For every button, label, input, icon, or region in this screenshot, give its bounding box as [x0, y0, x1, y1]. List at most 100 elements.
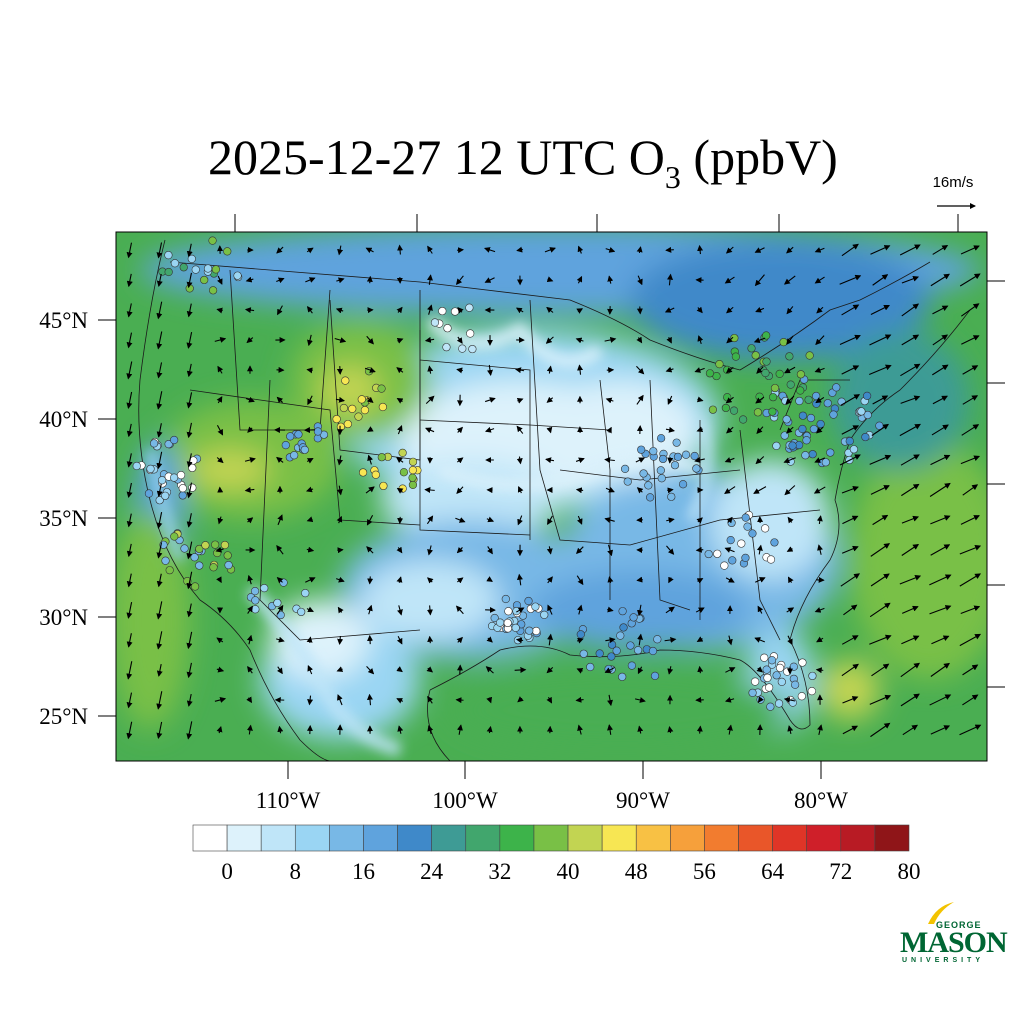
site-marker: [731, 352, 740, 361]
wind-vector: [486, 636, 493, 643]
wind-vector: [366, 396, 374, 403]
site-marker: [348, 404, 357, 413]
site-marker: [607, 640, 617, 649]
wind-vector: [336, 277, 345, 284]
wind-vector: [637, 725, 644, 734]
wind-vector: [156, 601, 163, 620]
site-marker: [438, 306, 447, 316]
site-marker: [653, 635, 662, 644]
wind-vector: [901, 515, 919, 524]
wind-vector: [186, 603, 193, 618]
wind-vector: [697, 335, 704, 345]
wind-vector: [577, 245, 584, 254]
wind-vector: [276, 666, 283, 675]
wind-vector: [334, 337, 347, 344]
wind-vector: [786, 306, 794, 315]
site-marker: [576, 630, 585, 639]
site-marker: [223, 551, 232, 560]
wind-vector: [695, 607, 705, 613]
wind-vector: [516, 456, 523, 465]
site-marker: [360, 406, 369, 415]
wind-vector: [786, 335, 794, 345]
wind-vector: [426, 605, 433, 616]
site-marker: [705, 369, 715, 378]
wind-vector: [514, 367, 525, 374]
wind-vector: [695, 546, 704, 553]
wind-vector: [932, 334, 949, 346]
wind-vector: [871, 423, 889, 436]
site-marker: [761, 368, 770, 378]
wind-vector: [547, 604, 553, 615]
wind-vector: [216, 637, 224, 644]
wind-vector: [576, 637, 584, 644]
wind-vector: [785, 395, 795, 405]
wind-vector: [126, 391, 133, 409]
wind-vector: [576, 668, 584, 674]
wind-vector: [396, 425, 403, 435]
wind-vector: [306, 546, 315, 553]
wind-vector: [666, 517, 675, 524]
site-marker: [146, 464, 155, 473]
site-marker: [408, 457, 418, 466]
site-marker: [178, 484, 187, 493]
wind-vector: [336, 576, 345, 583]
wind-vector: [337, 245, 344, 256]
wind-vector: [337, 606, 344, 614]
wind-vector: [725, 667, 736, 673]
wind-vector: [156, 242, 163, 259]
site-marker: [607, 652, 616, 661]
wind-vector: [487, 546, 493, 555]
wind-vector: [787, 635, 793, 646]
wind-vector: [842, 515, 859, 525]
site-marker: [795, 396, 804, 406]
wind-vector: [244, 457, 256, 463]
wind-vector: [756, 666, 764, 673]
wind-vector: [755, 306, 765, 313]
site-marker: [170, 532, 179, 541]
wind-vector: [216, 307, 223, 314]
wind-vector: [337, 547, 344, 554]
wind-vector: [186, 363, 193, 378]
wind-vector: [427, 577, 434, 584]
wind-vector: [725, 246, 734, 254]
wind-vector: [817, 724, 823, 735]
wind-vector: [427, 304, 433, 315]
wind-vector: [842, 696, 859, 704]
wind-vector: [899, 575, 922, 585]
wind-vector: [962, 395, 979, 405]
site-marker: [755, 392, 764, 401]
site-marker: [297, 607, 306, 617]
site-marker: [233, 271, 242, 280]
wind-vector: [696, 636, 704, 642]
site-marker: [692, 464, 701, 473]
site-marker: [857, 407, 866, 416]
wind-vector: [697, 244, 704, 255]
wind-vector: [547, 633, 554, 646]
site-marker: [203, 264, 213, 273]
site-marker: [656, 466, 665, 475]
site-marker: [767, 656, 777, 665]
wind-vector: [815, 396, 825, 404]
wind-vector: [366, 275, 373, 284]
lat-label-40: 40°N: [39, 407, 88, 432]
site-marker: [251, 605, 260, 614]
colorbar-swatch: [192, 824, 228, 852]
site-marker: [690, 451, 699, 461]
wind-vector: [813, 486, 826, 494]
wind-vector: [366, 666, 375, 675]
wind-vector: [126, 721, 133, 740]
site-marker: [791, 680, 800, 689]
wind-vector: [156, 362, 163, 379]
wind-vector: [456, 636, 463, 644]
wind-vector: [365, 486, 375, 494]
wind-vector: [277, 514, 283, 526]
wind-vector: [247, 605, 253, 614]
site-marker: [170, 259, 180, 268]
wind-vector: [486, 696, 493, 704]
wind-vector: [961, 335, 980, 345]
wind-vector: [932, 245, 949, 255]
wind-vector: [725, 366, 734, 374]
wind-vector: [605, 246, 616, 253]
wind-vector: [667, 395, 674, 405]
wind-vector: [959, 545, 982, 555]
